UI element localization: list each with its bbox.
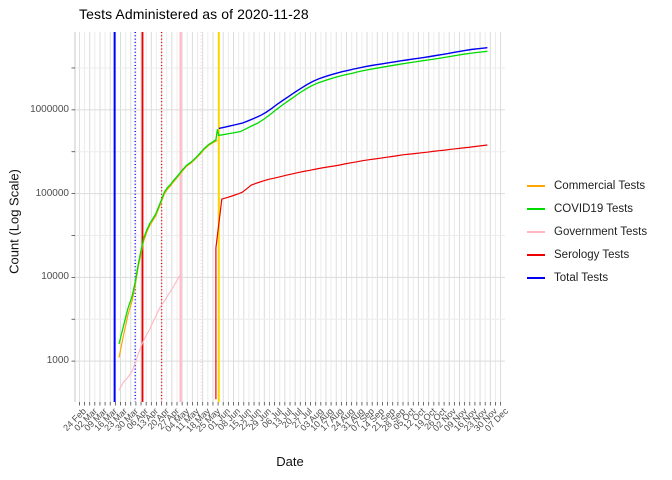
chart-title: Tests Administered as of 2020-11-28 [79,6,309,22]
y-tick-label: 10000 [41,271,69,283]
legend-item-commercial-tests: Commercial Tests [527,174,647,197]
legend-swatch [527,207,545,210]
legend-item-total-tests: Total Tests [527,266,647,289]
y-tick-label: 1000 [46,355,69,367]
legend-item-government-tests: Government Tests [527,220,647,243]
legend-swatch [527,184,545,187]
legend-label: Total Tests [554,271,609,284]
legend-swatch [527,230,545,233]
series-line-serology-tests [215,144,488,400]
legend-item-covid19-tests: COVID19 Tests [527,197,647,220]
legend-label: Government Tests [554,225,648,238]
legend-label: Commercial Tests [554,179,646,192]
series-line-total-tests [218,47,488,130]
series-line-covid19-tests [118,50,488,345]
legend-item-serology-tests: Serology Tests [527,243,647,266]
legend-label: COVID19 Tests [554,202,634,215]
legend-label: Serology Tests [554,248,630,261]
y-tick-label: 100000 [35,187,69,199]
legend: Commercial Tests COVID19 Tests Government … [527,174,647,289]
legend-swatch [527,276,545,279]
series-line-government-tests [118,274,182,391]
legend-swatch [527,253,545,256]
y-tick-label: 1000000 [30,103,69,115]
x-axis-title: Date [276,454,304,469]
